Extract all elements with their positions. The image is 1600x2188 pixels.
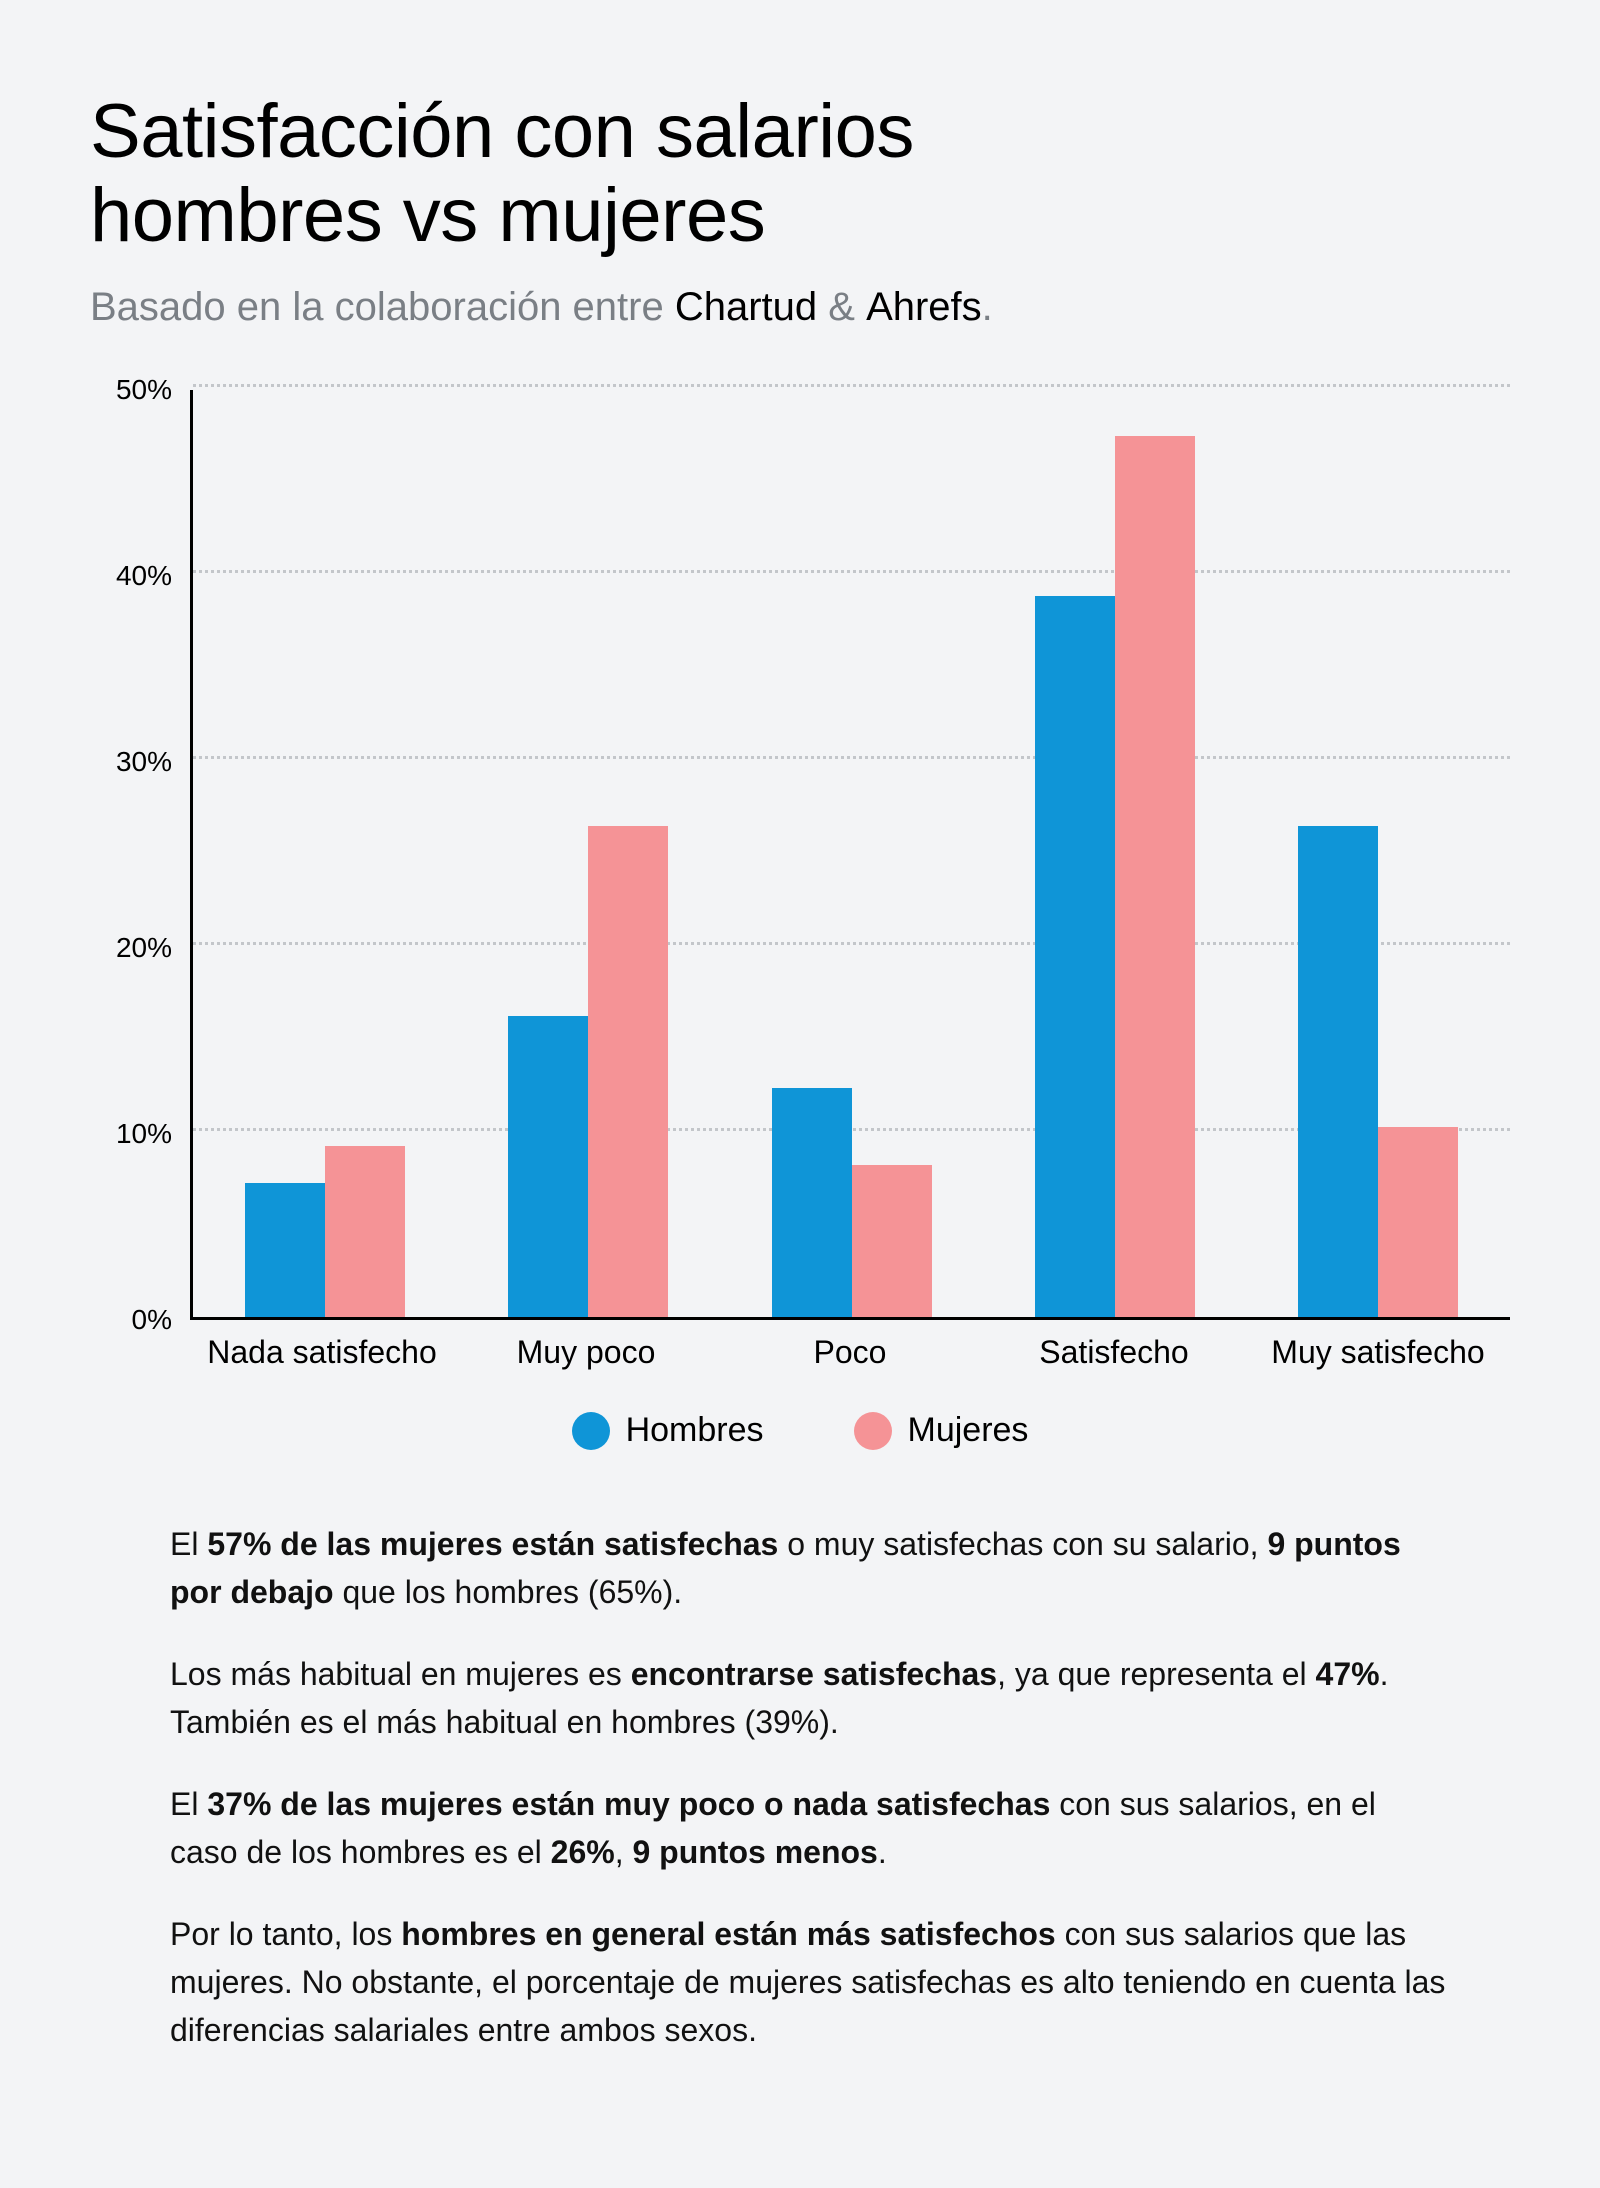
legend-label: Mujeres: [908, 1411, 1029, 1450]
x-tick-label: Poco: [718, 1334, 982, 1371]
subtitle-amp: &: [817, 285, 866, 329]
y-tick-label: 0%: [132, 1304, 172, 1336]
subtitle-prefix: Basado en la colaboración entre: [90, 285, 675, 329]
bars-container: [193, 390, 1510, 1317]
legend-label: Hombres: [626, 1411, 764, 1450]
x-tick-label: Muy poco: [454, 1334, 718, 1371]
y-tick-label: 30%: [116, 746, 172, 778]
bar-group: [1247, 390, 1510, 1317]
analysis-text: El 57% de las mujeres están satisfechas …: [90, 1520, 1510, 2054]
analysis-paragraph: El 37% de las mujeres están muy poco o n…: [170, 1780, 1450, 1876]
legend-item: Mujeres: [854, 1411, 1029, 1450]
bar: [1298, 826, 1378, 1317]
bar: [1378, 1127, 1458, 1317]
infographic-page: Satisfacción con salarios hombres vs muj…: [0, 0, 1600, 2188]
title-line-1: Satisfacción con salarios: [90, 89, 914, 174]
y-tick-label: 50%: [116, 374, 172, 406]
x-axis: Nada satisfechoMuy pocoPocoSatisfechoMuy…: [190, 1334, 1510, 1371]
bar: [508, 1016, 588, 1317]
analysis-paragraph: Por lo tanto, los hombres en general est…: [170, 1910, 1450, 2054]
bar-group: [720, 390, 983, 1317]
legend-item: Hombres: [572, 1411, 764, 1450]
bar: [1035, 596, 1115, 1318]
legend-swatch: [572, 1412, 610, 1450]
x-tick-label: Muy satisfecho: [1246, 1334, 1510, 1371]
bar: [588, 826, 668, 1317]
y-axis: 0%10%20%30%40%50%: [90, 390, 190, 1320]
subtitle-brand-1: Chartud: [675, 285, 817, 329]
chart-area: 0%10%20%30%40%50%: [90, 390, 1510, 1320]
analysis-paragraph: El 57% de las mujeres están satisfechas …: [170, 1520, 1450, 1616]
title-line-2: hombres vs mujeres: [90, 173, 765, 258]
bar: [245, 1183, 325, 1317]
x-tick-label: Satisfecho: [982, 1334, 1246, 1371]
plot-area: [190, 390, 1510, 1320]
legend: Hombres Mujeres: [90, 1411, 1510, 1450]
bar: [852, 1165, 932, 1318]
bar: [772, 1088, 852, 1317]
chart-subtitle: Basado en la colaboración entre Chartud …: [90, 285, 1510, 330]
y-tick-label: 40%: [116, 560, 172, 592]
bar: [325, 1146, 405, 1317]
gridline: [193, 384, 1510, 387]
subtitle-brand-2: Ahrefs: [866, 285, 982, 329]
legend-swatch: [854, 1412, 892, 1450]
bar-group: [983, 390, 1246, 1317]
y-tick-label: 20%: [116, 932, 172, 964]
bar: [1115, 436, 1195, 1318]
y-tick-label: 10%: [116, 1118, 172, 1150]
analysis-paragraph: Los más habitual en mujeres es encontrar…: [170, 1650, 1450, 1746]
bar-group: [193, 390, 456, 1317]
subtitle-suffix: .: [982, 285, 993, 329]
bar-group: [456, 390, 719, 1317]
chart-title: Satisfacción con salarios hombres vs muj…: [90, 90, 1510, 257]
x-tick-label: Nada satisfecho: [190, 1334, 454, 1371]
